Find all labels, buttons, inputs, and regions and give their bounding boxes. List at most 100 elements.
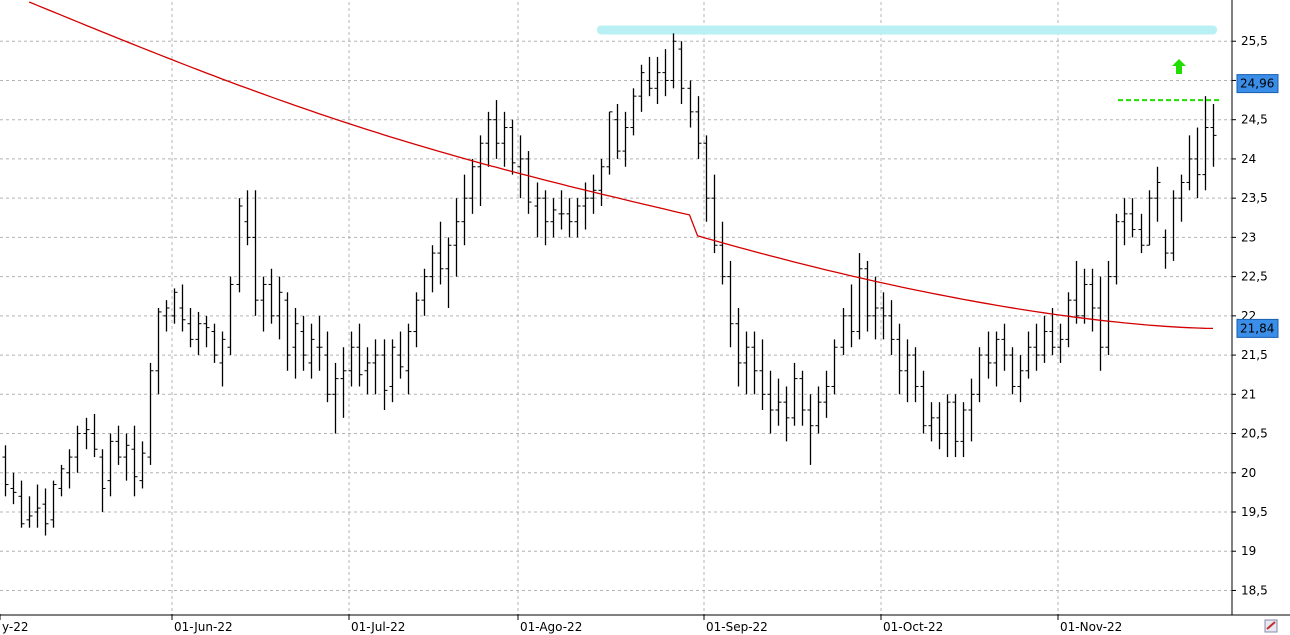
ohlc-bar	[1065, 292, 1072, 348]
ohlc-bar	[10, 472, 17, 505]
ohlc-bar	[1097, 276, 1104, 371]
ohlc-bar	[203, 315, 210, 348]
moving-average-badge: 21,84	[1236, 318, 1279, 338]
top-band-layer	[597, 25, 1217, 35]
ohlc-bar	[252, 190, 259, 316]
ohlc-bar	[163, 300, 170, 332]
ohlc-bar	[372, 339, 379, 395]
ohlc-bar	[66, 449, 73, 489]
ohlc-bar	[968, 378, 975, 442]
y-tick-label: 21,5	[1241, 348, 1268, 362]
ohlc-bar	[670, 33, 677, 89]
ohlc-bar	[1073, 260, 1080, 324]
ohlc-bar	[534, 182, 541, 238]
ohlc-bar	[1138, 213, 1145, 254]
ohlc-bar	[493, 100, 500, 159]
ohlc-bar	[276, 276, 283, 340]
ohlc-bar	[1057, 323, 1064, 363]
x-axis-labels: y-22 01-Jun-22 01-Jul-22 01-Ago-22 01-Sep-22…	[2, 620, 1122, 634]
ohlc-bar	[244, 190, 251, 246]
ohlc-bar	[767, 370, 774, 434]
ohlc-bar	[332, 362, 339, 434]
ohlc-bar	[840, 308, 847, 356]
ohlc-bar	[936, 402, 943, 450]
ohlc-bar	[211, 323, 218, 363]
ohlc-bar	[1186, 135, 1193, 191]
ohlc-bar	[34, 484, 41, 528]
x-tick-label: 01-Jul-22	[351, 620, 405, 634]
ohlc-bar	[864, 260, 871, 332]
moving-average-badge-box	[1236, 318, 1279, 338]
ohlc-bar	[115, 425, 122, 465]
ohlc-bar	[807, 394, 814, 465]
ohlc-bar	[1121, 198, 1128, 246]
ohlc-bar	[960, 402, 967, 458]
ohlc-bar	[171, 288, 178, 324]
ohlc-bar	[268, 268, 275, 324]
ohlc-bar	[26, 496, 33, 528]
ohlc-bar	[1170, 190, 1177, 261]
ohlc-bar	[1017, 355, 1024, 403]
ohlc-bar	[58, 464, 65, 497]
ohlc-bar	[550, 198, 557, 238]
last-price-badge: 24,96	[1236, 74, 1279, 94]
ohlc-bar	[542, 190, 549, 246]
ohlc-bar	[155, 308, 162, 395]
ohlc-bar	[123, 433, 130, 481]
ohlc-bar	[139, 441, 146, 489]
ohlc-bar	[614, 104, 621, 159]
y-tick-label: 25,5	[1241, 34, 1268, 48]
ohlc-bar	[1105, 260, 1112, 356]
ohlc-bar	[429, 245, 436, 293]
ohlc-bar	[880, 292, 887, 340]
ohlc-bar	[791, 362, 798, 426]
y-tick-label: 18,5	[1241, 583, 1268, 597]
up-arrow-icon	[1172, 59, 1186, 74]
ohlc-bar	[477, 135, 484, 206]
y-tick-label: 19,5	[1241, 505, 1268, 519]
x-tick-label: 01-Oct-22	[883, 620, 943, 634]
ohlc-bar	[1025, 331, 1032, 379]
ohlc-bar	[735, 308, 742, 387]
ohlc-bar	[952, 394, 959, 458]
ohlc-bar	[74, 425, 81, 473]
y-tick-label: 24	[1241, 152, 1256, 166]
ohlc-bar	[525, 151, 532, 214]
ohlc-bar	[131, 425, 138, 497]
resistance-layer	[1118, 59, 1222, 102]
ohlc-bar	[783, 386, 790, 442]
ohlc-bar	[815, 386, 822, 434]
ohlc-bar	[1041, 315, 1048, 363]
ohlc-bar	[574, 198, 581, 238]
ohlc-bar	[509, 119, 516, 175]
ohlc-bar	[501, 111, 508, 167]
ohlc-bar	[848, 284, 855, 348]
x-tick-label: 01-Ago-22	[520, 620, 582, 634]
ohlc-bar	[831, 339, 838, 395]
ohlc-bar	[437, 221, 444, 285]
ohlc-bar	[517, 135, 524, 199]
ohlc-bar	[638, 64, 645, 112]
ohlc-bar	[799, 370, 806, 426]
ohlc-bar	[364, 347, 371, 395]
ohlc-bar	[1113, 213, 1120, 285]
ohlc-bar	[1194, 127, 1201, 199]
last-price-badge-box	[1236, 74, 1279, 94]
ohlc-bar	[896, 323, 903, 395]
ohlc-bar	[1162, 229, 1169, 269]
ohlc-bar	[324, 331, 331, 403]
ohlc-bar	[775, 378, 782, 426]
ohlc-bar	[727, 260, 734, 348]
ohlc-bar	[195, 311, 202, 356]
y-tick-label: 20	[1241, 466, 1256, 480]
ohlc-bar	[566, 198, 573, 238]
ohlc-bar	[928, 402, 935, 442]
ohlc-bar	[1009, 347, 1016, 395]
price-badges: 24,96 21,84	[1236, 74, 1279, 338]
ohlc-bar	[227, 276, 234, 356]
ohlc-bar	[904, 339, 911, 403]
ohlc-bar	[759, 339, 766, 410]
ohlc-bar	[985, 331, 992, 379]
ohlc-bar	[695, 96, 702, 159]
